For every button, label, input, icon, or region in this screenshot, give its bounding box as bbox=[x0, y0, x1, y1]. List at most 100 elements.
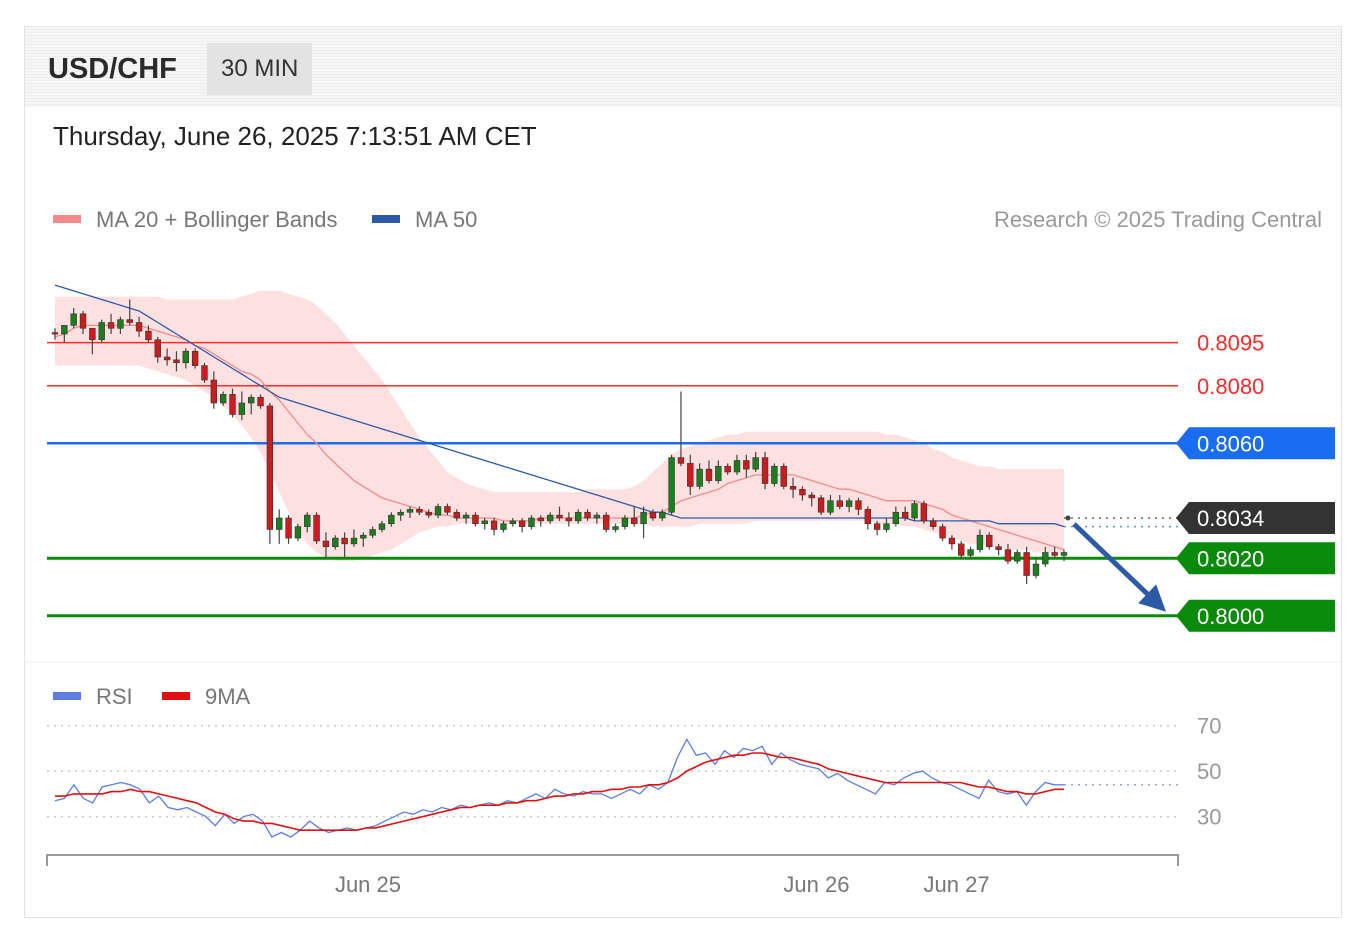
candle-body bbox=[808, 494, 815, 499]
candle-body bbox=[1023, 552, 1030, 576]
ma50-legend-label: MA 50 bbox=[415, 207, 477, 232]
candle-body bbox=[89, 327, 96, 341]
last_price-label-box-3 bbox=[1176, 502, 1335, 534]
candle-body bbox=[528, 517, 535, 527]
candle-body bbox=[247, 396, 255, 404]
candle-body bbox=[332, 537, 339, 548]
candle-body bbox=[201, 365, 208, 381]
candle-body bbox=[294, 526, 302, 539]
candle-body bbox=[107, 322, 115, 329]
candle-body bbox=[1032, 563, 1040, 576]
rsi-level-label-50: 50 bbox=[1197, 759, 1221, 784]
copyright-text: Research © 2025 Trading Central bbox=[994, 207, 1322, 232]
candle-body bbox=[677, 457, 685, 464]
candle-body bbox=[864, 509, 872, 525]
candle-body bbox=[640, 511, 647, 525]
candle-body bbox=[51, 332, 59, 335]
candle-body bbox=[79, 313, 87, 329]
candle-body bbox=[61, 325, 68, 335]
candle-body bbox=[444, 506, 451, 513]
projection-arrow bbox=[1072, 522, 1158, 604]
candle-body bbox=[705, 468, 713, 481]
candle-body bbox=[154, 339, 161, 358]
candle-body bbox=[789, 486, 797, 490]
candle-body bbox=[696, 468, 703, 487]
candle-body bbox=[799, 488, 806, 496]
candle-body bbox=[425, 511, 432, 516]
candle-body bbox=[976, 534, 984, 550]
candle-body bbox=[612, 526, 619, 530]
x-tick-label: Jun 27 bbox=[924, 872, 990, 897]
rsi-ma-line bbox=[55, 752, 1064, 832]
ma50-legend-swatch bbox=[372, 215, 400, 223]
ma20-legend-label: MA 20 + Bollinger Bands bbox=[96, 207, 338, 232]
candle-body bbox=[434, 506, 442, 516]
candle-body bbox=[369, 529, 376, 536]
support-label-box-4 bbox=[1176, 542, 1335, 575]
candle-body bbox=[995, 546, 1002, 550]
last-price-dot bbox=[1065, 515, 1071, 521]
candle-body bbox=[593, 514, 601, 519]
candle-body bbox=[350, 537, 358, 545]
candle-body bbox=[724, 465, 731, 473]
candle-body bbox=[238, 402, 246, 415]
rsi-legend-swatch bbox=[53, 692, 81, 700]
candle-body bbox=[649, 511, 657, 519]
support-label-5: 0.8000 bbox=[1197, 604, 1264, 629]
rsi-legend-label: RSI bbox=[96, 684, 133, 709]
rsi-level-label-30: 30 bbox=[1197, 805, 1221, 830]
candle-body bbox=[416, 509, 423, 513]
candle-body bbox=[733, 460, 741, 473]
candle-body bbox=[901, 511, 909, 519]
timeframe-badge[interactable]: 30 MIN bbox=[207, 43, 313, 95]
support-label-4: 0.8020 bbox=[1197, 546, 1264, 571]
candle-body bbox=[229, 394, 236, 415]
candle-body bbox=[892, 511, 900, 525]
candle-body bbox=[743, 460, 750, 470]
candle-body bbox=[911, 503, 918, 519]
candle-body bbox=[191, 350, 199, 366]
x-axis-line bbox=[46, 854, 1179, 866]
candle-body bbox=[836, 500, 843, 507]
candle-body bbox=[584, 511, 591, 519]
candle-body bbox=[920, 503, 928, 522]
resistance-label-1: 0.8080 bbox=[1197, 374, 1264, 399]
candle-body bbox=[967, 549, 974, 556]
candle-body bbox=[1042, 552, 1049, 565]
candle-body bbox=[1051, 552, 1058, 556]
candle-body bbox=[873, 523, 881, 530]
candle-body bbox=[126, 319, 133, 323]
candle-body bbox=[360, 534, 367, 539]
candle-body bbox=[304, 514, 311, 527]
candle-body bbox=[135, 322, 143, 332]
candle-body bbox=[537, 517, 545, 522]
candle-body bbox=[631, 517, 638, 525]
candle-body bbox=[771, 465, 778, 484]
candle-body bbox=[659, 511, 666, 519]
candle-body bbox=[621, 517, 629, 527]
candle-body bbox=[948, 537, 956, 545]
candle-body bbox=[752, 457, 759, 470]
rsi-ma-legend-swatch bbox=[162, 692, 190, 700]
candle-body bbox=[509, 520, 516, 525]
candle-body bbox=[556, 514, 563, 519]
pivot-label-box-2 bbox=[1176, 427, 1335, 460]
candle-body bbox=[453, 511, 460, 519]
candle-body bbox=[145, 330, 152, 341]
candle-body bbox=[668, 457, 675, 513]
candle-body bbox=[855, 500, 862, 510]
resistance-label-0: 0.8095 bbox=[1197, 331, 1264, 356]
candle-body bbox=[481, 520, 488, 525]
candle-body bbox=[397, 511, 404, 516]
candle-body bbox=[565, 517, 573, 522]
rsi-level-label-70: 70 bbox=[1197, 714, 1221, 739]
candle-body bbox=[715, 465, 722, 481]
candle-body bbox=[603, 514, 610, 530]
candle-body bbox=[276, 517, 283, 530]
last_price-label-3: 0.8034 bbox=[1197, 506, 1264, 531]
candle-body bbox=[780, 465, 787, 487]
candle-body bbox=[500, 523, 507, 530]
rsi-ma-legend-label: 9MA bbox=[205, 684, 251, 709]
candle-body bbox=[341, 537, 348, 545]
